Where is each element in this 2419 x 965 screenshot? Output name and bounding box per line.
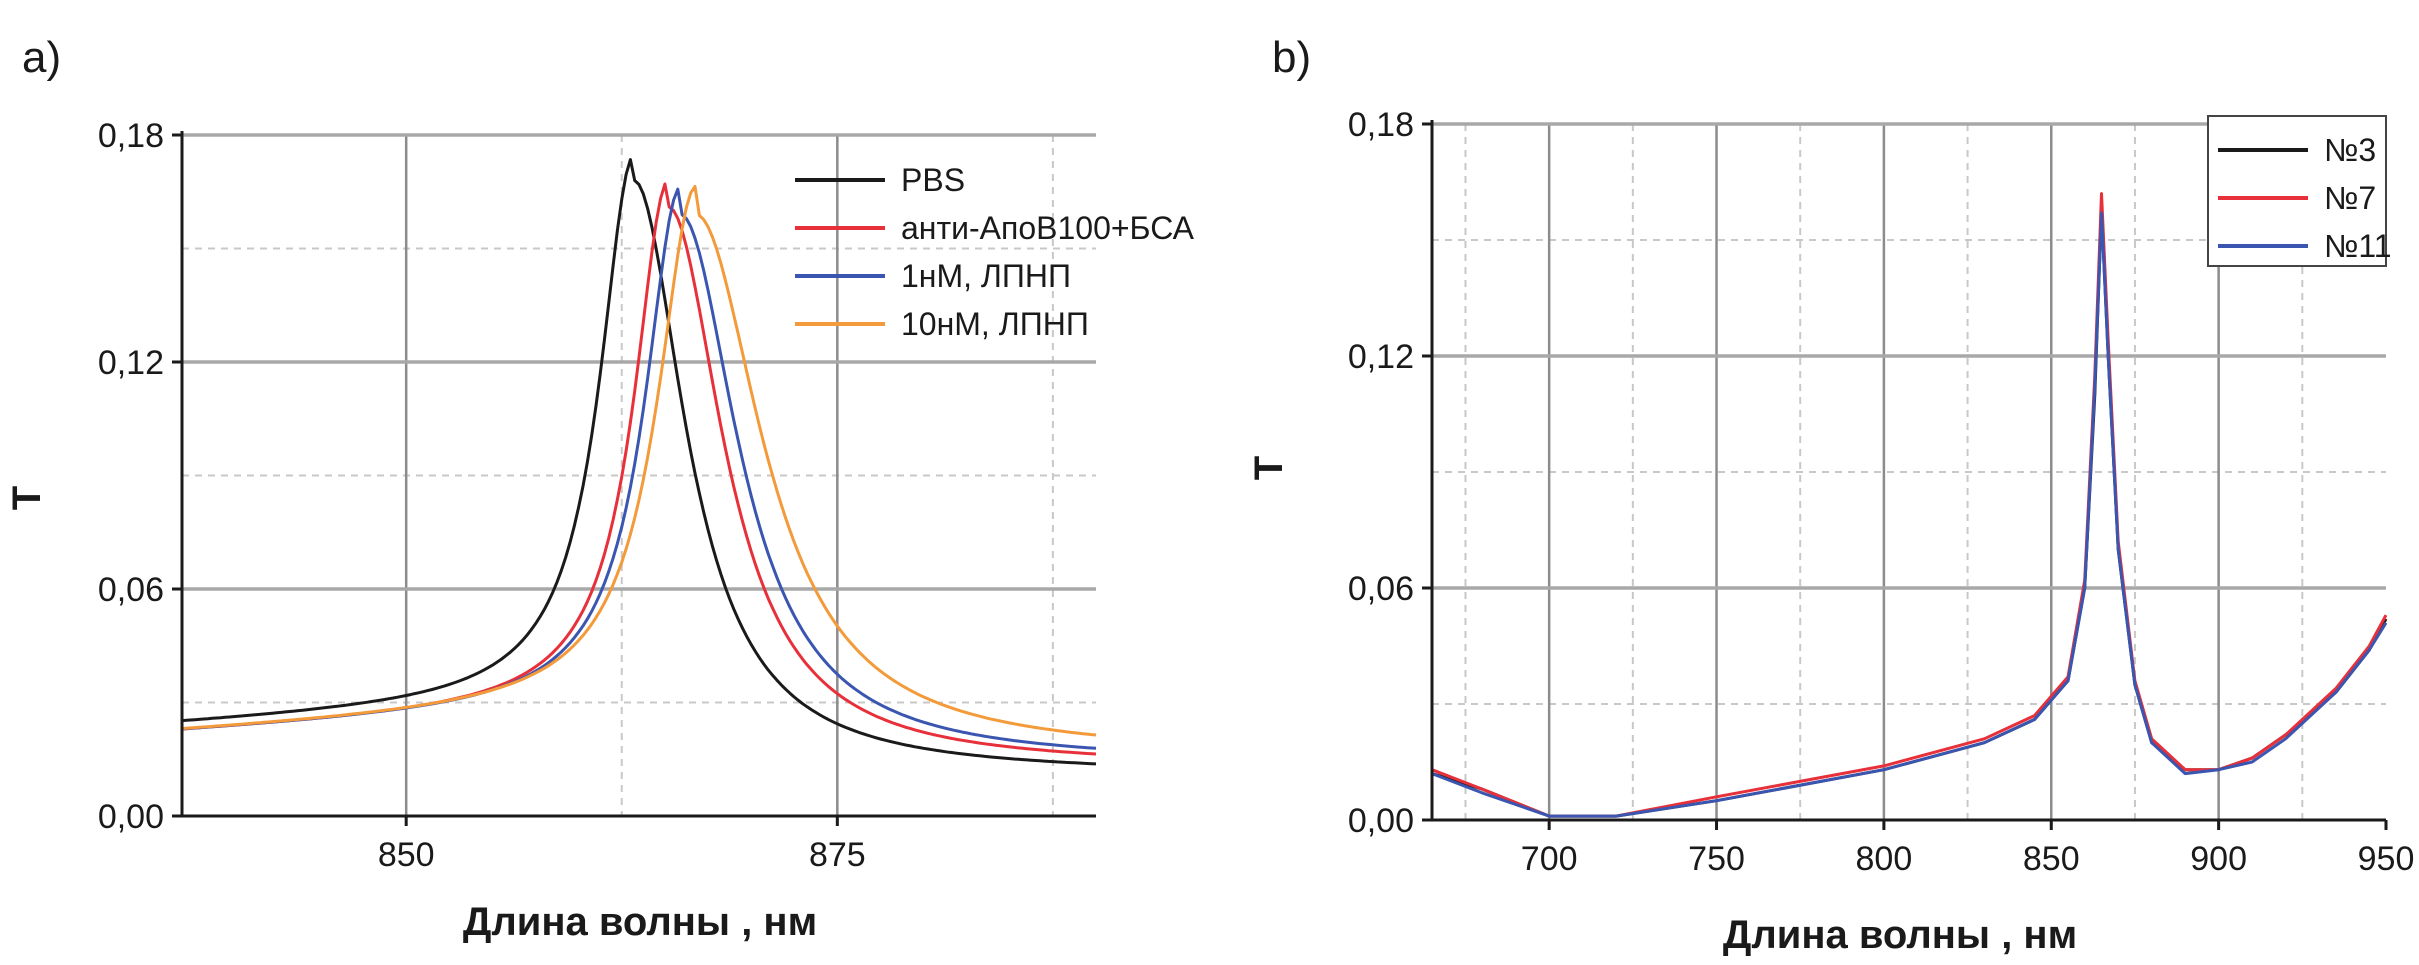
panel-a-x-axis-title: Длина волны , нм bbox=[463, 900, 817, 944]
panel-b-y-tick-label-0: 0,00 bbox=[1348, 802, 1414, 840]
panel-b-series-line-2 bbox=[1431, 211, 2388, 818]
panel-a-series-line-3 bbox=[181, 185, 1097, 737]
panel-b-series-line-0 bbox=[1431, 207, 2388, 818]
panel-b-series bbox=[1431, 192, 2388, 818]
panel-a-y-tick-label-3: 0,18 bbox=[98, 117, 164, 155]
panel-b-x-tick-label-4: 900 bbox=[2190, 840, 2247, 878]
panel-b-label: b) bbox=[1272, 33, 1311, 82]
panel-a-x-tick-label-0: 850 bbox=[378, 836, 435, 874]
panel-b-x-axis-title: Длина волны , нм bbox=[1723, 913, 2077, 957]
panel-b-axes bbox=[1430, 120, 2386, 822]
panel-b-legend-box bbox=[2207, 115, 2387, 267]
panel-b-chart: b) 0,00 0,06 0,12 0,18 700 750 800 850 900 950 Дл… bbox=[1247, 33, 2414, 957]
panel-a-chart: a) 0,00 0,06 0,12 0,18 850 875 Длина волны , … bbox=[5, 33, 1195, 944]
panel-b-x-tick-label-5: 950 bbox=[2358, 840, 2415, 878]
panel-b-y-tick-label-1: 0,06 bbox=[1348, 570, 1414, 608]
panel-b-legend-label-2: №11 bbox=[2324, 228, 2392, 264]
panel-a-axes bbox=[180, 131, 1096, 818]
panel-a-legend-label-2: 1нМ, ЛПНП bbox=[901, 258, 1071, 294]
panel-a-y-tick-label-1: 0,06 bbox=[98, 571, 164, 609]
panel-b-x-tick-label-0: 700 bbox=[1521, 840, 1578, 878]
panel-a-x-tick-label-1: 875 bbox=[809, 836, 866, 874]
panel-b-x-tick-label-3: 850 bbox=[2023, 840, 2080, 878]
panel-b-ticks: 0,00 0,06 0,12 0,18 700 750 800 850 900 950 bbox=[1348, 106, 2415, 878]
panel-a-legend: PBS анти-АпоВ100+БСА 1нМ, ЛПНП 10нМ, ЛПНП bbox=[795, 162, 1195, 342]
panel-a-ticks: 0,00 0,06 0,12 0,18 850 875 bbox=[98, 117, 866, 874]
panel-b-legend: №3 №7 №11 bbox=[2207, 115, 2392, 267]
panel-b-x-tick-label-2: 800 bbox=[1856, 840, 1913, 878]
panel-b-x-tick-label-1: 750 bbox=[1688, 840, 1745, 878]
panel-a-legend-label-1: анти-АпоВ100+БСА bbox=[901, 210, 1195, 246]
panel-b-y-tick-label-3: 0,18 bbox=[1348, 106, 1414, 144]
panel-a-label: a) bbox=[22, 33, 61, 82]
panel-b-legend-label-0: №3 bbox=[2324, 132, 2376, 168]
panel-b-series-line-1 bbox=[1431, 192, 2388, 818]
panel-b-y-tick-label-2: 0,12 bbox=[1348, 338, 1414, 376]
panel-b-y-axis-title: T bbox=[1247, 456, 1291, 480]
panel-a-y-tick-label-0: 0,00 bbox=[98, 798, 164, 836]
panel-a-legend-label-3: 10нМ, ЛПНП bbox=[901, 306, 1089, 342]
panel-a-legend-label-0: PBS bbox=[901, 162, 965, 198]
panel-a-y-axis-title: T bbox=[5, 486, 49, 510]
panel-a-series-line-0 bbox=[181, 158, 1097, 766]
panel-b-legend-label-1: №7 bbox=[2324, 180, 2376, 216]
panel-a-y-tick-label-2: 0,12 bbox=[98, 344, 164, 382]
panel-a-series bbox=[181, 158, 1097, 766]
